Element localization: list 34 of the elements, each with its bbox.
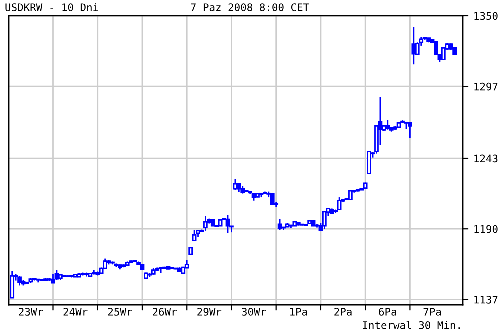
x-tick-label: 29Wr	[198, 308, 222, 316]
candlestick	[236, 182, 242, 194]
x-tick-label: 2Pa	[334, 308, 352, 316]
candlestick	[408, 122, 412, 139]
candlestick	[337, 196, 342, 212]
y-tick-label: 1243	[474, 154, 498, 163]
x-tick-label: 30Wr	[242, 308, 266, 316]
candlestick	[270, 193, 275, 206]
y-tick-label: 1297	[474, 82, 498, 91]
chart-title: USDKRW - 10 Dni	[6, 3, 98, 12]
y-tick-label: 1190	[474, 225, 498, 234]
candlestick	[322, 210, 327, 230]
candlestick	[441, 48, 446, 60]
candlestick	[226, 214, 230, 234]
x-tick-label: 24Wr	[64, 308, 88, 316]
candlestick	[204, 215, 208, 232]
x-tick-label: 25Wr	[108, 308, 132, 316]
candlestick	[18, 275, 22, 286]
candlestick	[278, 218, 282, 231]
candlestick	[412, 26, 416, 66]
y-tick-label: 1350	[474, 12, 498, 20]
x-tick-label: 1Pa	[290, 308, 308, 316]
x-tick-label: 26Wr	[153, 308, 177, 316]
x-tick-label: 23Wr	[19, 308, 44, 316]
candlestick	[192, 230, 197, 242]
candlestick	[367, 151, 372, 174]
candlestick	[386, 120, 390, 131]
x-tick-label: 6Pa	[379, 308, 396, 316]
y-tick-label: 1137	[474, 296, 498, 304]
candlestick	[51, 273, 56, 284]
chart-subtitle: 7 Paz 2008 8:00 CET	[191, 4, 310, 12]
x-tick-label: 7Pa	[424, 308, 442, 316]
text: Interwal 30 Min.	[363, 321, 460, 330]
candlestick	[10, 270, 15, 299]
